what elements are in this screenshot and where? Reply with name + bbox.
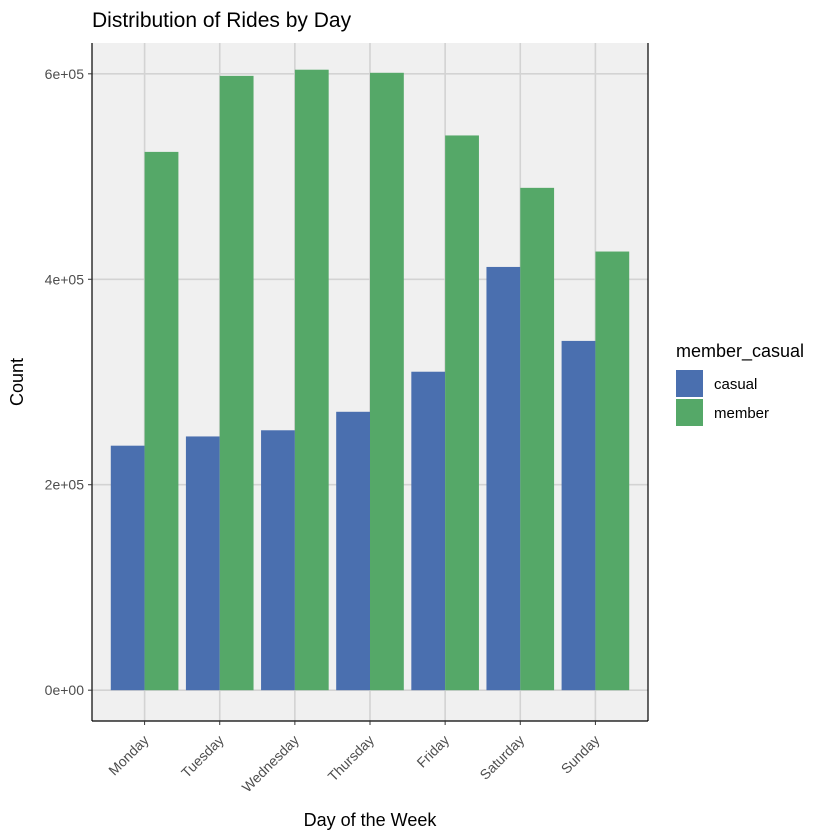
bar-casual-sunday (561, 340, 596, 691)
legend-label-member: member (714, 405, 769, 422)
bar-casual-tuesday (185, 436, 220, 691)
x-tick-label-wednesday: Wednesday (239, 732, 302, 795)
bars (110, 69, 630, 691)
legend-label-casual: casual (714, 376, 757, 393)
bar-member-saturday (520, 187, 555, 691)
bar-casual-wednesday (261, 430, 295, 691)
legend-swatch-casual (676, 370, 703, 397)
x-axis-ticks: Monday Tuesday Wednesday Thursday Friday Satu… (105, 721, 603, 795)
bar-casual-saturday (486, 266, 521, 691)
legend-title: member_casual (676, 341, 804, 362)
bar-casual-friday (411, 371, 446, 691)
x-tick-label-friday: Friday (413, 732, 452, 771)
bar-member-thursday (370, 72, 404, 691)
bar-member-friday (445, 135, 479, 691)
x-tick-label-thursday: Thursday (325, 732, 378, 785)
bar-member-monday (144, 151, 179, 691)
bar-member-wednesday (294, 69, 329, 691)
x-tick-label-sunday: Sunday (558, 732, 603, 777)
y-axis-title: Count (7, 358, 27, 406)
legend: member_casual casual member (676, 341, 804, 426)
y-tick-label: 2e+05 (45, 477, 85, 493)
x-axis-title: Day of the Week (304, 810, 438, 830)
bar-member-tuesday (219, 75, 254, 691)
x-tick-label-tuesday: Tuesday (178, 732, 227, 781)
y-axis-ticks: 0e+00 2e+05 4e+05 6e+05 (45, 66, 92, 698)
bar-casual-thursday (336, 411, 370, 691)
y-tick-label: 4e+05 (45, 271, 85, 287)
x-tick-label-saturday: Saturday (476, 732, 527, 783)
bar-member-sunday (595, 251, 630, 691)
y-tick-label: 0e+00 (45, 682, 85, 698)
y-tick-label: 6e+05 (45, 66, 85, 82)
bar-casual-monday (110, 445, 145, 691)
chart-title: Distribution of Rides by Day (92, 9, 352, 32)
x-tick-label-monday: Monday (105, 732, 152, 779)
legend-swatch-member (676, 399, 703, 426)
